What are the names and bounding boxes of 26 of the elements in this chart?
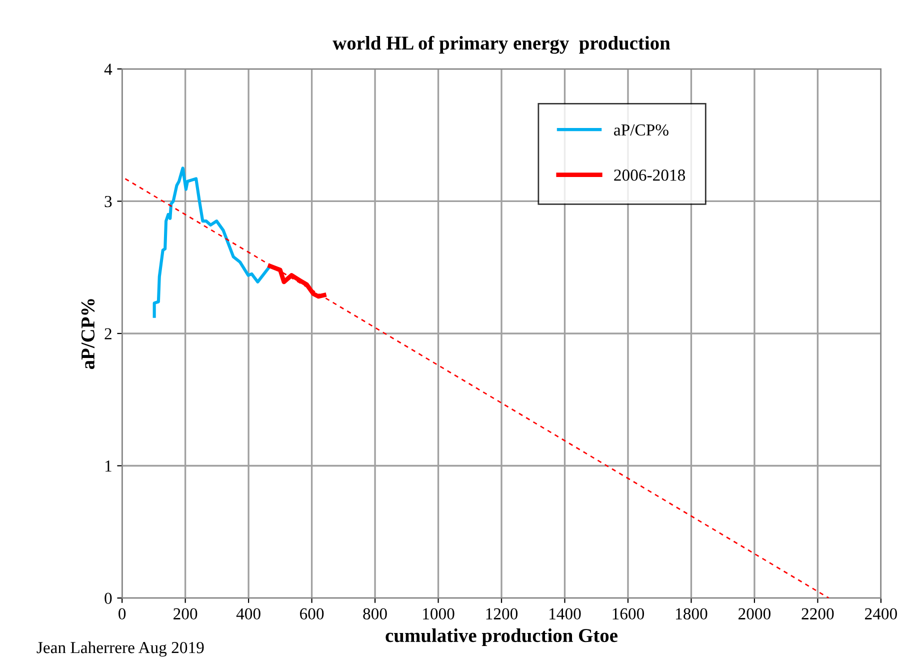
- x-tick-label: 1400: [550, 608, 581, 620]
- y-tick-label: 0: [104, 592, 112, 604]
- x-tick-label: 2000: [738, 608, 770, 620]
- x-tick-label: 1600: [612, 608, 644, 620]
- x-tick-label: 1000: [423, 608, 454, 620]
- legend-label: 2006-2018: [614, 170, 686, 181]
- x-tick-label: 2400: [865, 608, 897, 620]
- line-series: [268, 264, 326, 299]
- x-tick-label: 1800: [676, 608, 708, 620]
- x-tick-label: 800: [363, 608, 387, 620]
- y-tick-label: 3: [104, 196, 112, 208]
- x-axis-title: cumulative production Gtoe: [386, 628, 618, 646]
- x-tick-label: 1200: [486, 608, 518, 620]
- x-tick-label: 400: [236, 608, 260, 620]
- x-tick-label: 200: [174, 608, 198, 620]
- legend-label: aP/CP%: [614, 124, 668, 136]
- x-tick-label: 0: [118, 608, 126, 620]
- chart-title: world HL of primary energy production: [332, 36, 670, 54]
- text: Jean Laherrere Aug 2019: [36, 641, 204, 657]
- y-axis-title: aP/CP%: [81, 299, 95, 370]
- x-tick-label: 600: [300, 608, 324, 620]
- y-tick-label: 2: [104, 328, 112, 340]
- line-series: [152, 166, 272, 318]
- x-tick-label: 2200: [802, 608, 834, 620]
- y-tick-label: 4: [104, 64, 112, 75]
- y-tick-label: 1: [105, 460, 112, 472]
